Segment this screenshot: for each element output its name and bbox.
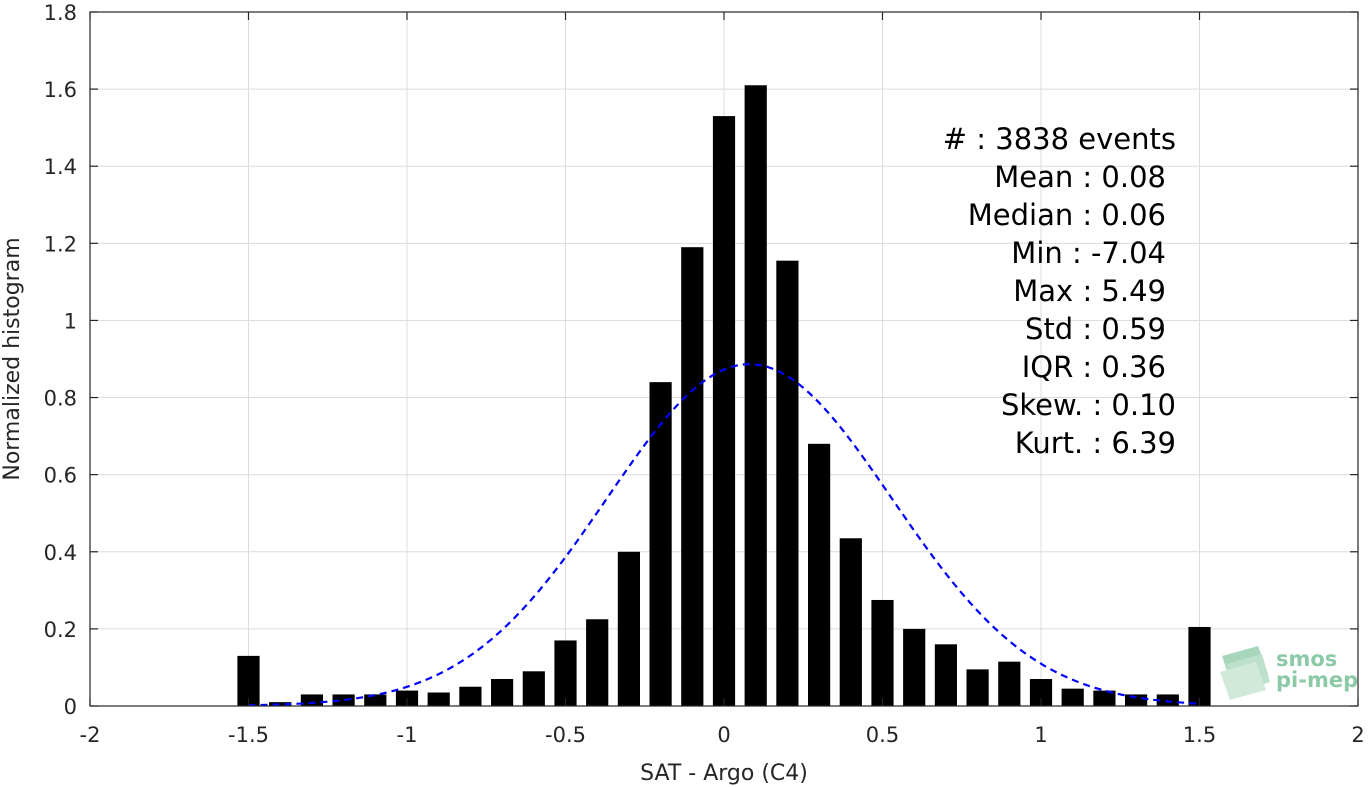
histogram-bar xyxy=(934,644,957,706)
logo-icon xyxy=(1220,646,1270,700)
stat-line: Mean : 0.08 xyxy=(994,160,1166,194)
normal-fit xyxy=(248,363,1200,707)
histogram-bar xyxy=(966,669,989,706)
bars xyxy=(237,85,1211,707)
y-tick-label: 1.4 xyxy=(44,155,77,179)
histogram-bar xyxy=(237,655,260,706)
smos-pi-mep-logo: smos pi-mep xyxy=(1220,646,1358,700)
y-tick-labels: 0 0.2 0.4 0.6 0.8 1 1.2 1.4 1.6 1.8 xyxy=(44,1,77,719)
x-tick-label: -1.5 xyxy=(228,723,269,747)
y-tick-label: 0.2 xyxy=(44,618,77,642)
histogram-bar xyxy=(839,538,862,706)
histogram-bar xyxy=(649,382,672,706)
histogram-bar xyxy=(332,694,355,706)
stat-line: Skew. : 0.10 xyxy=(1001,388,1176,422)
histogram-bar xyxy=(617,551,640,706)
x-axis-label: SAT - Argo (C4) xyxy=(640,761,808,786)
histogram-bar xyxy=(522,671,545,706)
histogram-bar xyxy=(712,116,736,707)
stat-line: Max : 5.49 xyxy=(1013,274,1166,308)
y-tick-label: 1 xyxy=(64,309,77,333)
axes xyxy=(89,11,1359,707)
histogram-bar xyxy=(1188,626,1211,706)
histogram-bar xyxy=(1061,688,1084,706)
histogram-bar xyxy=(903,628,926,706)
fit-curve xyxy=(248,363,1200,707)
x-tick-label: 0.5 xyxy=(866,723,899,747)
histogram-bar xyxy=(871,599,894,706)
histogram-bar xyxy=(269,702,292,706)
logo-line-1: smos xyxy=(1276,647,1337,671)
histogram-bar xyxy=(586,619,609,706)
logo-line-2: pi-mep xyxy=(1276,668,1358,692)
histogram-bar xyxy=(808,443,831,706)
y-tick-label: 1.8 xyxy=(44,1,77,25)
x-tick-label: -2 xyxy=(80,723,101,747)
histogram-bar xyxy=(427,692,450,706)
x-tick-label: 1.5 xyxy=(1183,723,1216,747)
x-tick-label: 2 xyxy=(1351,723,1364,747)
x-tick-label: -1 xyxy=(397,723,418,747)
y-tick-label: 1.6 xyxy=(44,78,77,102)
histogram-bar xyxy=(300,694,323,706)
histogram-bar xyxy=(776,260,799,706)
stats-box: # : 3838 events Mean : 0.08 Median : 0.06 M… xyxy=(943,122,1176,460)
histogram-bar xyxy=(1156,694,1179,706)
histogram-bar xyxy=(491,679,514,706)
histogram-bar xyxy=(681,247,704,706)
histogram-bar xyxy=(744,85,767,706)
x-tick-label: -0.5 xyxy=(545,723,586,747)
x-tick-label: 1 xyxy=(1034,723,1047,747)
y-axis-label: Normalized histogram xyxy=(0,237,25,480)
stat-line: # : 3838 events xyxy=(943,122,1176,156)
x-tick-label: 0 xyxy=(717,723,730,747)
stat-line: Min : -7.04 xyxy=(1011,236,1166,270)
x-tick-labels: -2 -1.5 -1 -0.5 0 0.5 1 1.5 2 xyxy=(80,723,1365,747)
y-tick-label: 0.6 xyxy=(44,464,77,488)
histogram-bar xyxy=(1125,694,1148,706)
y-tick-label: 0.4 xyxy=(44,541,77,565)
histogram-bar xyxy=(364,694,387,706)
stat-line: Kurt. : 6.39 xyxy=(1015,426,1176,460)
y-tick-label: 1.2 xyxy=(44,232,77,256)
histogram-bar xyxy=(554,640,577,706)
histogram-bar xyxy=(998,661,1021,706)
stat-line: Std : 0.59 xyxy=(1025,312,1166,346)
stat-line: Median : 0.06 xyxy=(968,198,1166,232)
histogram-bar xyxy=(1029,679,1053,706)
y-tick-label: 0.8 xyxy=(44,387,77,411)
histogram-bar xyxy=(1093,690,1116,706)
y-tick-label: 0 xyxy=(64,695,77,719)
histogram-bar xyxy=(459,686,482,706)
stat-line: IQR : 0.36 xyxy=(1022,350,1166,384)
